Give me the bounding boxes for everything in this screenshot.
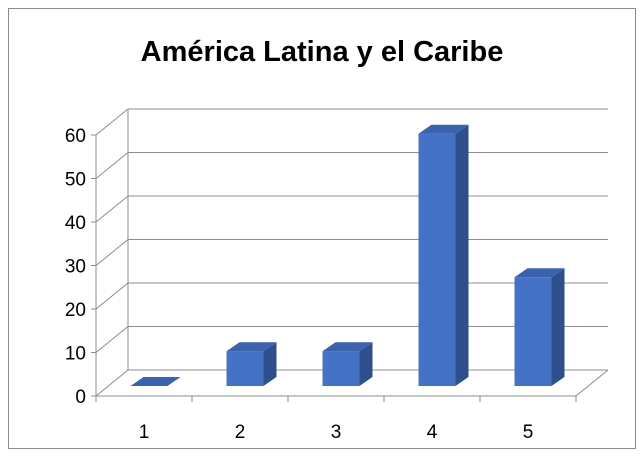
y-tick-label: 60 <box>65 126 86 147</box>
y-tick-label: 40 <box>65 213 86 234</box>
y-tick-label: 20 <box>65 300 86 321</box>
bar-top <box>131 377 181 386</box>
bar-side <box>552 268 565 386</box>
y-tick-label: 30 <box>65 257 86 278</box>
bar-front <box>419 134 456 386</box>
gridline-diagonal <box>96 283 128 309</box>
bars <box>131 125 565 386</box>
bar-front <box>515 277 552 386</box>
x-tick-label: 4 <box>427 422 438 443</box>
gridline-diagonal <box>96 153 128 179</box>
y-tick-label: 0 <box>75 387 86 408</box>
bar-front <box>323 351 360 386</box>
x-axis-ticks: 1 2 3 4 5 <box>96 396 576 443</box>
y-tick-label: 50 <box>65 170 86 191</box>
bar <box>131 377 181 386</box>
gridline-diagonal <box>96 240 128 266</box>
x-tick-label: 2 <box>235 422 246 443</box>
x-tick-label: 5 <box>523 422 534 443</box>
bar-side <box>456 125 469 386</box>
floor-right-edge <box>576 370 608 396</box>
bar <box>323 342 373 386</box>
x-tick-label: 1 <box>139 422 150 443</box>
bar <box>419 125 469 386</box>
x-tick-label: 3 <box>331 422 342 443</box>
bar-front <box>227 351 264 386</box>
gridline-diagonal <box>96 109 128 135</box>
bar <box>227 342 277 386</box>
gridline-diagonal <box>96 196 128 222</box>
gridline-diagonal <box>96 370 128 396</box>
y-tick-label: 10 <box>65 344 86 365</box>
y-axis-ticks: 0 10 20 30 40 50 60 <box>65 126 96 408</box>
gridline-diagonal <box>96 327 128 353</box>
bar <box>515 268 565 386</box>
